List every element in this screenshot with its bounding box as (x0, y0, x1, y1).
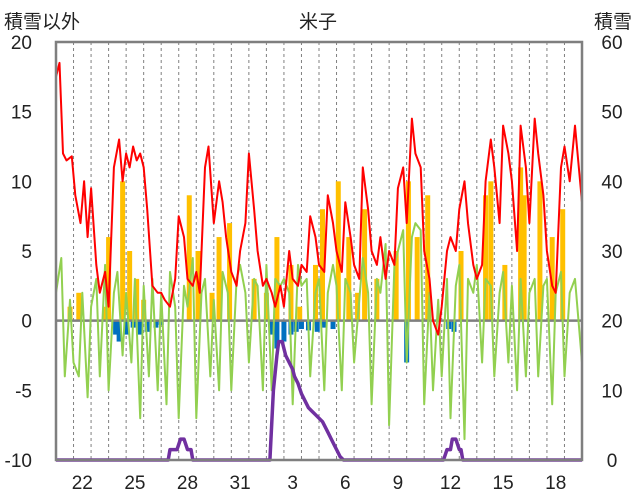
temperature-low-line (55, 222, 583, 441)
right-tick-labels: 60 50 40 30 20 10 0 (601, 33, 622, 472)
left-axis-label: 積雪以外 (4, 11, 80, 33)
snow-change-bar (274, 320, 280, 349)
precipitation-bar (405, 181, 411, 321)
precipitation-bar (488, 181, 494, 321)
snow-change-bar (137, 320, 143, 335)
precipitation-bar (263, 292, 269, 321)
precipitation-bar (537, 181, 543, 321)
snow-change-bar (281, 320, 287, 342)
precipitation-bar (518, 167, 524, 321)
precipitation-bar (216, 237, 222, 321)
precipitation-bar (251, 278, 257, 321)
precipitation-bar (355, 292, 361, 321)
x-tick-label: 12 (440, 473, 461, 494)
snow-change-bar (321, 320, 327, 328)
snow-change-bar (330, 320, 336, 330)
right-tick-label: 20 (601, 312, 622, 333)
x-tick-label: 22 (72, 473, 93, 494)
precipitation-bar (458, 251, 464, 321)
precipitation-bar (209, 292, 215, 321)
snow-change-bar (298, 320, 304, 330)
precipitation-bar (521, 195, 527, 321)
right-tick-label: 30 (601, 242, 622, 263)
left-tick-label: -5 (15, 381, 32, 402)
snow-change-bar (144, 320, 150, 332)
precipitation-bar (320, 209, 326, 321)
snow-change-bar (314, 320, 320, 332)
left-tick-label: 15 (11, 103, 32, 124)
precipitation-bar (120, 181, 126, 321)
x-tick-label: 3 (287, 473, 298, 494)
x-tick-label: 28 (177, 473, 198, 494)
left-tick-label: 10 (11, 172, 32, 193)
snow-change-bar (123, 320, 129, 335)
precipitation-bar (549, 237, 555, 321)
right-axis-label: 積雪 (594, 11, 632, 33)
precipitation-bar (227, 223, 233, 321)
precipitation-bar (297, 306, 303, 321)
precipitation-bar (425, 195, 431, 321)
precipitation-bar (106, 237, 112, 321)
left-tick-label: -10 (5, 451, 32, 472)
left-tick-label: 20 (11, 33, 32, 54)
precipitation-bar (335, 181, 341, 321)
snow-change-bar (113, 320, 119, 335)
right-tick-label: 0 (607, 451, 618, 472)
precipitation-bar (186, 195, 192, 321)
precipitation-bar (274, 237, 280, 321)
x-tick-labels: 22 25 28 31 3 6 9 12 15 18 (72, 473, 567, 494)
snow-change-bar (153, 320, 159, 328)
precipitation-bar (127, 251, 133, 321)
x-tick-label: 9 (393, 473, 404, 494)
right-tick-label: 40 (601, 172, 622, 193)
series-lines (55, 61, 583, 462)
precipitation-bar (346, 237, 352, 321)
precipitation-bar (414, 237, 420, 321)
right-tick-label: 50 (601, 103, 622, 124)
snow-change-bar (269, 320, 275, 335)
precipitation-bar (560, 209, 566, 321)
x-tick-label: 25 (124, 473, 145, 494)
x-tick-label: 6 (340, 473, 351, 494)
left-tick-label: 5 (21, 242, 32, 263)
left-tick-label: 0 (21, 312, 32, 333)
precipitation-bar (288, 264, 294, 321)
left-tick-labels: 20 15 10 5 0 -5 -10 (5, 33, 32, 472)
x-tick-label: 15 (493, 473, 514, 494)
precipitation-bar (393, 251, 399, 321)
snow-change-bar (158, 320, 164, 325)
snow-depth-line (56, 339, 582, 462)
snow-change-bar (116, 320, 122, 342)
precipitation-bar (483, 195, 489, 321)
right-tick-label: 60 (601, 33, 622, 54)
precipitation-bar (76, 292, 82, 321)
temperature-high-line (55, 61, 583, 336)
chart-title: 米子 (299, 11, 337, 33)
plot-frame (54, 40, 584, 462)
precipitation-bar (102, 306, 108, 321)
x-tick-label: 31 (230, 473, 251, 494)
right-tick-label: 10 (601, 381, 622, 402)
x-tick-label: 18 (545, 473, 566, 494)
